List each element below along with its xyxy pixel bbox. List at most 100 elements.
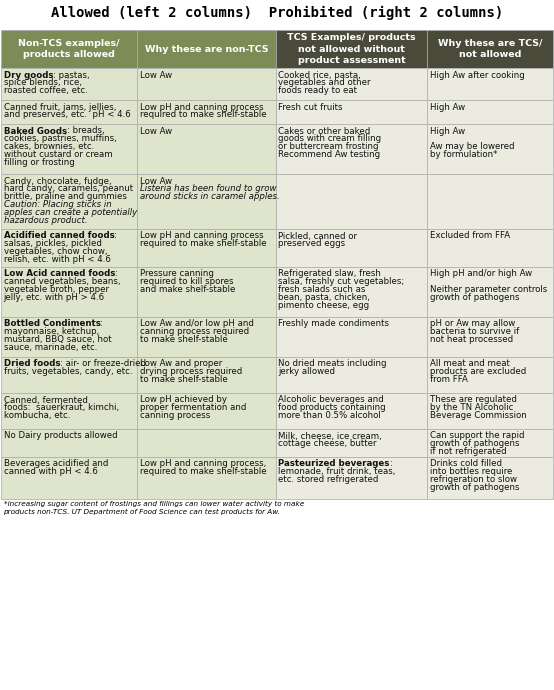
Bar <box>427 124 553 174</box>
Text: Neither parameter controls: Neither parameter controls <box>429 286 547 295</box>
Text: Fresh cut fruits: Fresh cut fruits <box>279 103 343 112</box>
Text: kombucha, etc.: kombucha, etc. <box>3 411 70 420</box>
Text: fresh salads such as: fresh salads such as <box>279 286 366 295</box>
Text: Can support the rapid: Can support the rapid <box>429 431 524 440</box>
Text: Beverage Commission: Beverage Commission <box>429 411 526 420</box>
Bar <box>1 267 137 317</box>
Text: around sticks in caramel apples.: around sticks in caramel apples. <box>140 193 279 201</box>
Text: apples can create a potentially: apples can create a potentially <box>3 208 137 217</box>
Bar <box>1 124 137 174</box>
Text: canning process required: canning process required <box>140 328 249 337</box>
Text: Low pH and canning process: Low pH and canning process <box>140 103 263 112</box>
Text: High Aw after cooking: High Aw after cooking <box>429 70 524 79</box>
Bar <box>137 68 276 100</box>
Text: cakes, brownies, etc.: cakes, brownies, etc. <box>3 142 94 151</box>
Text: Low Aw and/or low pH and: Low Aw and/or low pH and <box>140 319 253 328</box>
Text: by formulation*: by formulation* <box>429 150 497 159</box>
Bar <box>276 393 427 429</box>
Bar <box>1 457 137 499</box>
Text: required to make shelf-stable: required to make shelf-stable <box>140 239 266 248</box>
Text: No dried meats including: No dried meats including <box>279 359 387 368</box>
Text: lemonade, fruit drink, teas,: lemonade, fruit drink, teas, <box>279 467 396 476</box>
Text: Low pH achieved by: Low pH achieved by <box>140 395 227 404</box>
Text: salsa, freshly cut vegetables;: salsa, freshly cut vegetables; <box>279 277 405 286</box>
Text: from FFA: from FFA <box>429 375 468 384</box>
Bar <box>137 317 276 357</box>
Text: bacteria to survive if: bacteria to survive if <box>429 328 519 337</box>
Text: required to make shelf-stable: required to make shelf-stable <box>140 110 266 119</box>
Bar <box>427 393 553 429</box>
Text: Pickled, canned or: Pickled, canned or <box>279 232 357 241</box>
Text: vegetables and other: vegetables and other <box>279 79 371 88</box>
Bar <box>1 174 137 229</box>
Text: cottage cheese, butter: cottage cheese, butter <box>279 440 377 449</box>
Text: Low Acid canned foods: Low Acid canned foods <box>3 270 115 279</box>
Text: not heat processed: not heat processed <box>429 335 512 344</box>
Bar <box>276 317 427 357</box>
Text: bean, pasta, chicken,: bean, pasta, chicken, <box>279 293 371 302</box>
Bar <box>427 429 553 457</box>
Bar <box>137 124 276 174</box>
Text: brittle, praline and gummies: brittle, praline and gummies <box>3 193 126 201</box>
Bar <box>137 357 276 393</box>
Text: :: : <box>390 460 393 469</box>
Text: : pastas,: : pastas, <box>53 70 90 79</box>
Text: pH or Aw may allow: pH or Aw may allow <box>429 319 515 328</box>
Bar <box>276 429 427 457</box>
Text: : air- or freeze-dried: : air- or freeze-dried <box>60 359 146 368</box>
Text: foods ready to eat: foods ready to eat <box>279 86 357 95</box>
Bar <box>276 357 427 393</box>
Bar <box>427 229 553 267</box>
Text: Allowed (left 2 columns)  Prohibited (right 2 columns): Allowed (left 2 columns) Prohibited (rig… <box>51 6 503 20</box>
Text: to make shelf-stable: to make shelf-stable <box>140 375 227 384</box>
Bar <box>276 267 427 317</box>
Text: Candy, chocolate, fudge,: Candy, chocolate, fudge, <box>3 177 111 186</box>
Bar <box>276 30 427 68</box>
Bar <box>1 429 137 457</box>
Bar <box>427 457 553 499</box>
Bar <box>276 229 427 267</box>
Bar <box>427 317 553 357</box>
Bar <box>137 174 276 229</box>
Bar <box>427 30 553 68</box>
Bar <box>137 457 276 499</box>
Text: growth of pathogens: growth of pathogens <box>429 440 519 449</box>
Text: and make shelf-stable: and make shelf-stable <box>140 286 235 295</box>
Bar <box>137 393 276 429</box>
Bar <box>276 174 427 229</box>
Text: Acidified canned foods: Acidified canned foods <box>3 232 114 241</box>
Text: jerky allowed: jerky allowed <box>279 368 336 377</box>
Bar <box>427 174 553 229</box>
Text: Bottled Condiments: Bottled Condiments <box>3 319 100 328</box>
Bar <box>1 229 137 267</box>
Bar <box>276 68 427 100</box>
Text: High Aw: High Aw <box>429 126 465 135</box>
Text: growth of pathogens: growth of pathogens <box>429 293 519 302</box>
Text: Low pH and canning process,: Low pH and canning process, <box>140 460 266 469</box>
Text: pimento cheese, egg: pimento cheese, egg <box>279 302 370 310</box>
Bar <box>276 457 427 499</box>
Text: Why these are TCS/
not allowed: Why these are TCS/ not allowed <box>438 39 542 59</box>
Text: Cakes or other baked: Cakes or other baked <box>279 126 371 135</box>
Text: No Dairy products allowed: No Dairy products allowed <box>3 431 117 440</box>
Text: These are regulated: These are regulated <box>429 395 516 404</box>
Text: Pressure canning: Pressure canning <box>140 270 213 279</box>
Text: Caution: Placing sticks in: Caution: Placing sticks in <box>3 200 111 209</box>
Text: canned vegetables, beans,: canned vegetables, beans, <box>3 277 120 286</box>
Text: products are excluded: products are excluded <box>429 368 526 377</box>
Text: to make shelf-stable: to make shelf-stable <box>140 335 227 344</box>
Text: mayonnaise, ketchup,: mayonnaise, ketchup, <box>3 328 99 337</box>
Text: growth of pathogens: growth of pathogens <box>429 483 519 492</box>
Text: hazardous product.: hazardous product. <box>3 216 87 225</box>
Text: hard candy, caramels, peanut: hard candy, caramels, peanut <box>3 184 132 193</box>
Text: required to kill spores: required to kill spores <box>140 277 233 286</box>
Text: :: : <box>114 232 117 241</box>
Bar <box>1 68 137 100</box>
Text: Dry goods: Dry goods <box>3 70 53 79</box>
Bar <box>1 317 137 357</box>
Text: Beverages acidified and: Beverages acidified and <box>3 460 108 469</box>
Text: Alcoholic beverages and: Alcoholic beverages and <box>279 395 384 404</box>
Text: Low Aw: Low Aw <box>140 126 172 135</box>
Text: Low Aw and proper: Low Aw and proper <box>140 359 222 368</box>
Bar <box>427 357 553 393</box>
